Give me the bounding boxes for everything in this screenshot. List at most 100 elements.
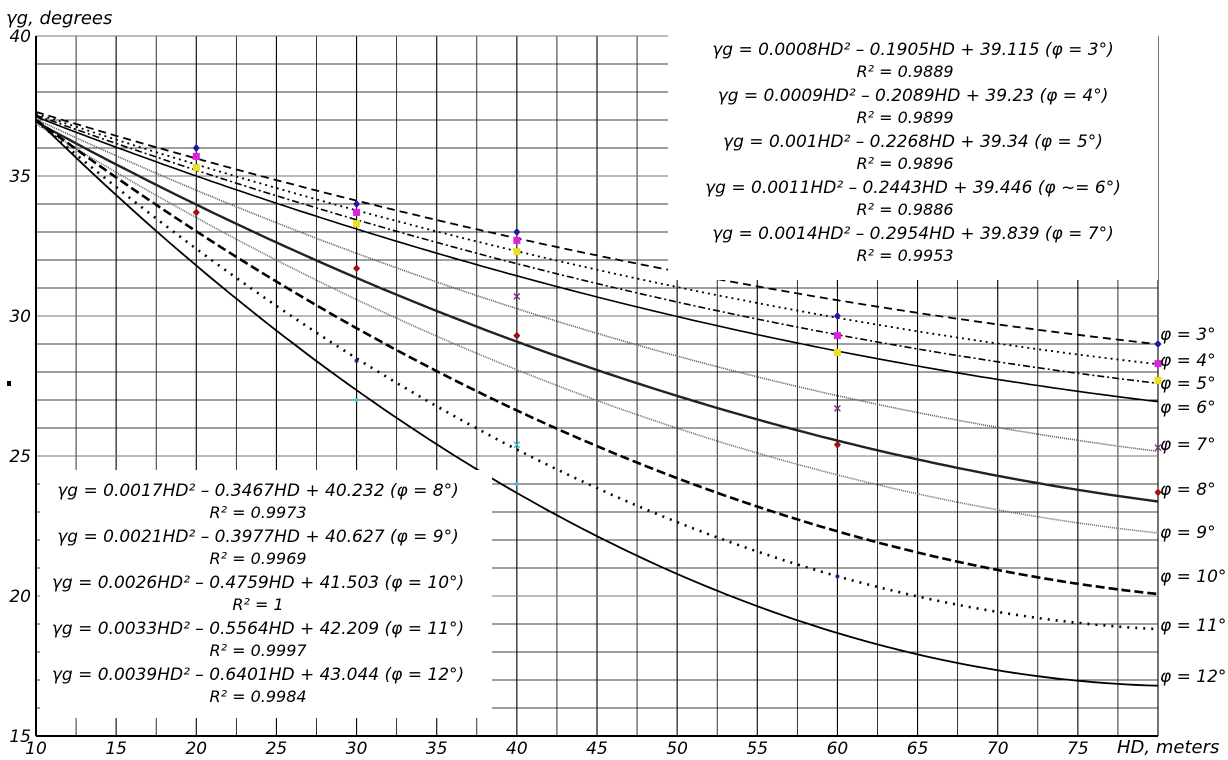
y-tick-label: 30 bbox=[9, 307, 31, 327]
data-point bbox=[353, 200, 361, 208]
series-label-5: φ = 5° bbox=[1160, 374, 1216, 394]
data-point bbox=[513, 248, 521, 256]
data-point bbox=[1154, 360, 1162, 368]
equation-top-7: γg = 0.0014HD² – 0.2954HD + 39.839 (φ = … bbox=[712, 224, 1114, 244]
r2-bottom-8: R² = 0.9973 bbox=[209, 503, 306, 522]
x-axis-label: HD, meters bbox=[1117, 737, 1219, 758]
r2-bottom-10: R² = 1 bbox=[232, 595, 283, 614]
data-point bbox=[353, 220, 361, 228]
y-tick-label: 15 bbox=[9, 727, 31, 747]
series-label-3: φ = 3° bbox=[1160, 325, 1216, 345]
series-line-5 bbox=[35, 114, 1159, 385]
equation-bottom-11: γg = 0.0033HD² – 0.5564HD + 42.209 (φ = … bbox=[52, 619, 464, 639]
equation-top-4: γg = 0.0009HD² – 0.2089HD + 39.23 (φ = 4… bbox=[718, 86, 1109, 106]
data-point bbox=[353, 264, 361, 273]
data-point bbox=[354, 398, 359, 402]
side-tick-mark bbox=[7, 381, 11, 386]
data-point bbox=[833, 332, 841, 340]
data-point bbox=[192, 144, 200, 152]
series-line-8 bbox=[35, 120, 1159, 503]
x-tick-label: 40 bbox=[506, 739, 528, 759]
marker-layer bbox=[192, 144, 1162, 579]
data-point bbox=[354, 358, 359, 363]
data-point bbox=[192, 164, 200, 172]
data-point bbox=[833, 312, 841, 320]
equations: γg = 0.0008HD² – 0.1905HD + 39.115 (φ = … bbox=[52, 40, 1121, 706]
data-point bbox=[833, 440, 841, 449]
r2-top-3: R² = 0.9889 bbox=[856, 62, 953, 81]
data-point bbox=[192, 208, 200, 217]
x-tick-label: 55 bbox=[746, 739, 768, 759]
data-point bbox=[513, 228, 521, 236]
data-point bbox=[514, 482, 519, 486]
x-tick-label: 65 bbox=[907, 739, 929, 759]
x-tick-label: 25 bbox=[266, 739, 288, 759]
equation-bottom-12: γg = 0.0039HD² – 0.6401HD + 43.044 (φ = … bbox=[52, 665, 464, 685]
x-tick-label: 45 bbox=[586, 739, 608, 759]
equation-box-top bbox=[668, 32, 1158, 280]
series-line-11 bbox=[35, 119, 1159, 631]
series-line-3 bbox=[35, 111, 1159, 345]
series-layer bbox=[35, 111, 1159, 687]
series-line-9 bbox=[35, 123, 1159, 534]
r2-top-5: R² = 0.9896 bbox=[856, 154, 953, 173]
data-point bbox=[513, 441, 521, 449]
r2-top-7: R² = 0.9953 bbox=[856, 246, 953, 265]
y-axis-label: γg, degrees bbox=[6, 8, 112, 29]
r2-bottom-11: R² = 0.9997 bbox=[209, 641, 307, 660]
data-point bbox=[1154, 488, 1162, 497]
r2-top-6: R² = 0.9886 bbox=[856, 200, 953, 219]
series-label-6: φ = 6° bbox=[1160, 398, 1216, 418]
data-point bbox=[833, 348, 841, 356]
series-label-11: φ = 11° bbox=[1160, 616, 1226, 636]
y-tick-label: 20 bbox=[9, 587, 31, 607]
series-line-6 bbox=[35, 116, 1159, 403]
series-line-12 bbox=[35, 118, 1159, 687]
series-line-10 bbox=[35, 118, 1159, 596]
data-point bbox=[513, 236, 521, 244]
series-line-7 bbox=[35, 118, 1159, 453]
r2-bottom-12: R² = 0.9984 bbox=[209, 687, 306, 706]
x-tick-label: 35 bbox=[426, 739, 448, 759]
equation-bottom-8: γg = 0.0017HD² – 0.3467HD + 40.232 (φ = … bbox=[57, 481, 459, 501]
x-tick-label: 75 bbox=[1067, 739, 1089, 759]
equation-top-3: γg = 0.0008HD² – 0.1905HD + 39.115 (φ = … bbox=[712, 40, 1114, 60]
data-point bbox=[513, 331, 521, 340]
series-label-8: φ = 8° bbox=[1160, 480, 1216, 500]
data-point bbox=[1154, 444, 1162, 452]
x-tick-label: 60 bbox=[827, 739, 849, 759]
series-label-10: φ = 10° bbox=[1160, 567, 1226, 587]
equation-bottom-9: γg = 0.0021HD² – 0.3977HD + 40.627 (φ = … bbox=[57, 527, 459, 547]
x-tick-label: 50 bbox=[666, 739, 688, 759]
x-tick-label: 15 bbox=[105, 739, 127, 759]
data-point bbox=[353, 208, 361, 216]
series-labels: φ = 3° φ = 4° φ = 5° φ = 6° φ = 7° φ = 8° φ = … bbox=[1160, 325, 1226, 687]
equation-top-5: γg = 0.001HD² – 0.2268HD + 39.34 (φ = 5°… bbox=[723, 132, 1103, 152]
data-point bbox=[835, 574, 840, 579]
series-label-12: φ = 12° bbox=[1160, 667, 1226, 687]
x-tick-label: 30 bbox=[346, 739, 368, 759]
axes bbox=[35, 36, 1158, 737]
data-point bbox=[1154, 340, 1162, 348]
series-label-7: φ = 7° bbox=[1160, 435, 1216, 455]
equation-bottom-10: γg = 0.0026HD² – 0.4759HD + 41.503 (φ = … bbox=[52, 573, 464, 593]
y-tick-label: 40 bbox=[9, 27, 31, 47]
r2-top-4: R² = 0.9899 bbox=[856, 108, 953, 127]
series-label-4: φ = 4° bbox=[1160, 351, 1216, 371]
y-tick-label: 35 bbox=[9, 167, 31, 187]
data-point bbox=[1154, 376, 1162, 384]
x-tick-label: 70 bbox=[987, 739, 1009, 759]
data-point bbox=[833, 404, 841, 412]
y-tick-label: 25 bbox=[9, 447, 31, 467]
x-tick-label: 10 bbox=[25, 739, 47, 759]
r2-bottom-9: R² = 0.9969 bbox=[209, 549, 306, 568]
data-point bbox=[192, 152, 200, 160]
data-point bbox=[513, 292, 521, 300]
series-line-4 bbox=[35, 112, 1159, 366]
x-tick-label: 20 bbox=[185, 739, 207, 759]
series-label-9: φ = 9° bbox=[1160, 523, 1216, 543]
equation-top-6: γg = 0.0011HD² – 0.2443HD + 39.446 (φ ~=… bbox=[705, 178, 1121, 198]
equation-box-bottom bbox=[40, 470, 492, 718]
